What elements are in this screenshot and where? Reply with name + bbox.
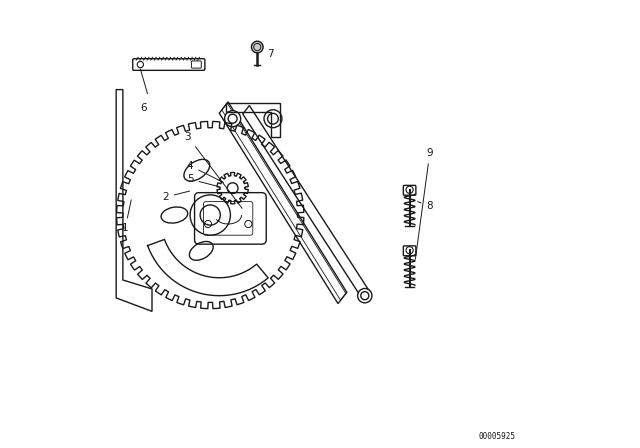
Text: 00005925: 00005925 bbox=[479, 432, 515, 441]
Text: 1: 1 bbox=[122, 200, 131, 233]
FancyBboxPatch shape bbox=[403, 246, 416, 256]
Circle shape bbox=[264, 110, 282, 128]
Text: 9: 9 bbox=[415, 148, 433, 259]
Text: 4: 4 bbox=[187, 161, 223, 182]
Circle shape bbox=[225, 111, 241, 127]
Circle shape bbox=[252, 41, 263, 53]
FancyBboxPatch shape bbox=[403, 185, 416, 195]
Text: 5: 5 bbox=[187, 174, 219, 186]
Text: 8: 8 bbox=[417, 201, 433, 211]
Circle shape bbox=[358, 289, 372, 303]
Text: 3: 3 bbox=[184, 132, 242, 208]
Text: 2: 2 bbox=[162, 191, 189, 202]
Text: 7: 7 bbox=[267, 49, 274, 59]
Text: 6: 6 bbox=[141, 103, 147, 112]
